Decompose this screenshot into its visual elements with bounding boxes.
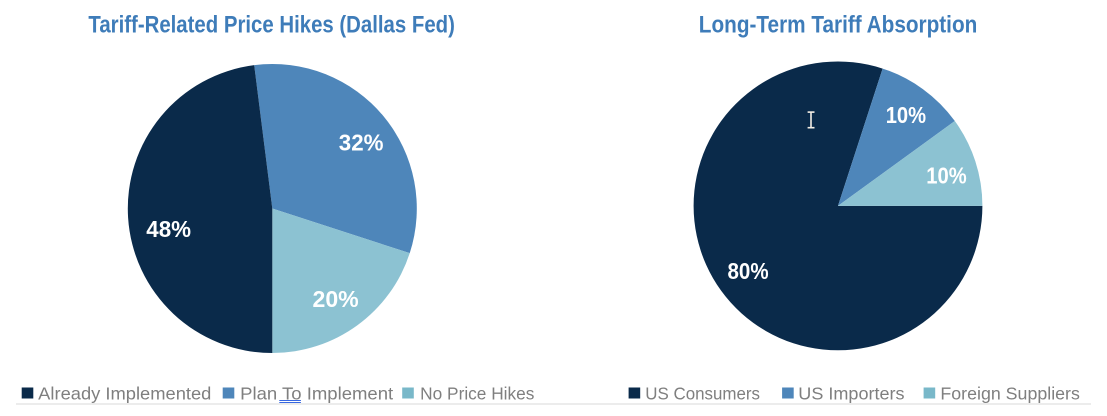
svg-text:32%: 32% bbox=[339, 130, 384, 156]
svg-text:48%: 48% bbox=[146, 216, 191, 242]
svg-text:Tariff-Related Price Hikes (Da: Tariff-Related Price Hikes (Dallas Fed) bbox=[88, 12, 455, 39]
svg-text:20%: 20% bbox=[313, 286, 359, 312]
svg-text:10%: 10% bbox=[926, 163, 966, 189]
svg-text:Long-Term Tariff Absorption: Long-Term Tariff Absorption bbox=[699, 12, 978, 39]
svg-text:US Consumers: US Consumers bbox=[645, 383, 760, 403]
svg-text:US Importers: US Importers bbox=[798, 383, 904, 403]
svg-text:Plan To Implement: Plan To Implement bbox=[240, 383, 393, 403]
svg-text:Already Implemented: Already Implemented bbox=[38, 383, 211, 403]
svg-text:Foreign Suppliers: Foreign Suppliers bbox=[940, 383, 1080, 403]
svg-text:No Price Hikes: No Price Hikes bbox=[420, 383, 534, 403]
svg-text:10%: 10% bbox=[886, 102, 926, 128]
svg-text:80%: 80% bbox=[728, 258, 769, 284]
